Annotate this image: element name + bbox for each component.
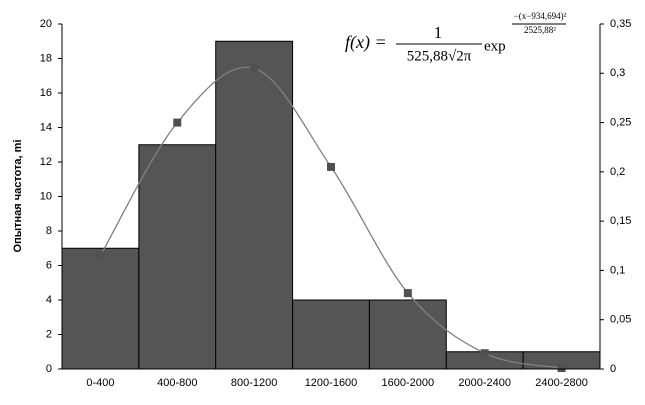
x-tick-label: 1200-1600 (305, 377, 358, 389)
bar (138, 144, 217, 370)
marker (96, 251, 105, 260)
formula-exp-numerator: −(x−934,694)² (514, 11, 567, 21)
y-tick-label: 4 (46, 294, 52, 306)
plot: 0 2 4 6 8 10 12 14 16 18 20 0 0,05 0,1 0,15 0,2 0,25 0,3 0… (40, 18, 632, 389)
y2-tick-label: 0,35 (610, 18, 631, 30)
y-axis-label: Опытная частота, mi (12, 140, 24, 253)
y-tick-label: 18 (40, 52, 52, 64)
bar (61, 247, 140, 370)
x-tick-label: 2000-2400 (458, 377, 511, 389)
y-tick-label: 14 (40, 121, 52, 133)
y2-tick-label: 0,15 (610, 215, 631, 227)
y-tick-label: 0 (46, 363, 52, 375)
y2-tick-label: 0,05 (610, 314, 631, 326)
y-tick-label: 16 (40, 87, 52, 99)
formula-denominator: 525,88√2π (407, 48, 472, 64)
marker (327, 162, 335, 171)
bar (215, 40, 294, 370)
y-tick-label: 6 (46, 259, 52, 271)
y2-tick-label: 0,1 (610, 264, 625, 276)
marker (403, 289, 412, 298)
bar (368, 299, 447, 370)
marker (557, 364, 566, 373)
marker (173, 118, 182, 127)
y2-tick-label: 0,2 (610, 166, 625, 178)
x-tick-label: 800-1200 (231, 377, 278, 389)
marker (250, 64, 259, 73)
x-tick-label: 400-800 (157, 377, 197, 389)
formula-lhs: f(x) = (345, 32, 387, 53)
y-tick-label: 10 (40, 190, 52, 202)
formula-exp-denominator: 2525,88² (524, 25, 556, 35)
x-tick-label: 0-400 (86, 377, 114, 389)
y2-tick-label: 0,25 (610, 116, 631, 128)
y2-tick-label: 0,3 (610, 67, 625, 79)
x-tick-label: 2400-2800 (535, 377, 588, 389)
x-tick-label: 1600-2000 (382, 377, 435, 389)
y-tick-label: 8 (46, 225, 52, 237)
y-tick-label: 2 (46, 328, 52, 340)
y2-tick-label: 0 (610, 363, 616, 375)
y-tick-label: 12 (40, 156, 52, 168)
formula-exp: exp (484, 38, 506, 54)
formula: f(x) = 1 525,88√2π exp −(x−934,694)² 252… (345, 11, 567, 64)
formula-numerator: 1 (434, 23, 443, 42)
marker (480, 349, 489, 358)
y-tick-label: 20 (40, 18, 52, 30)
bar (292, 299, 370, 370)
line (99, 66, 562, 369)
